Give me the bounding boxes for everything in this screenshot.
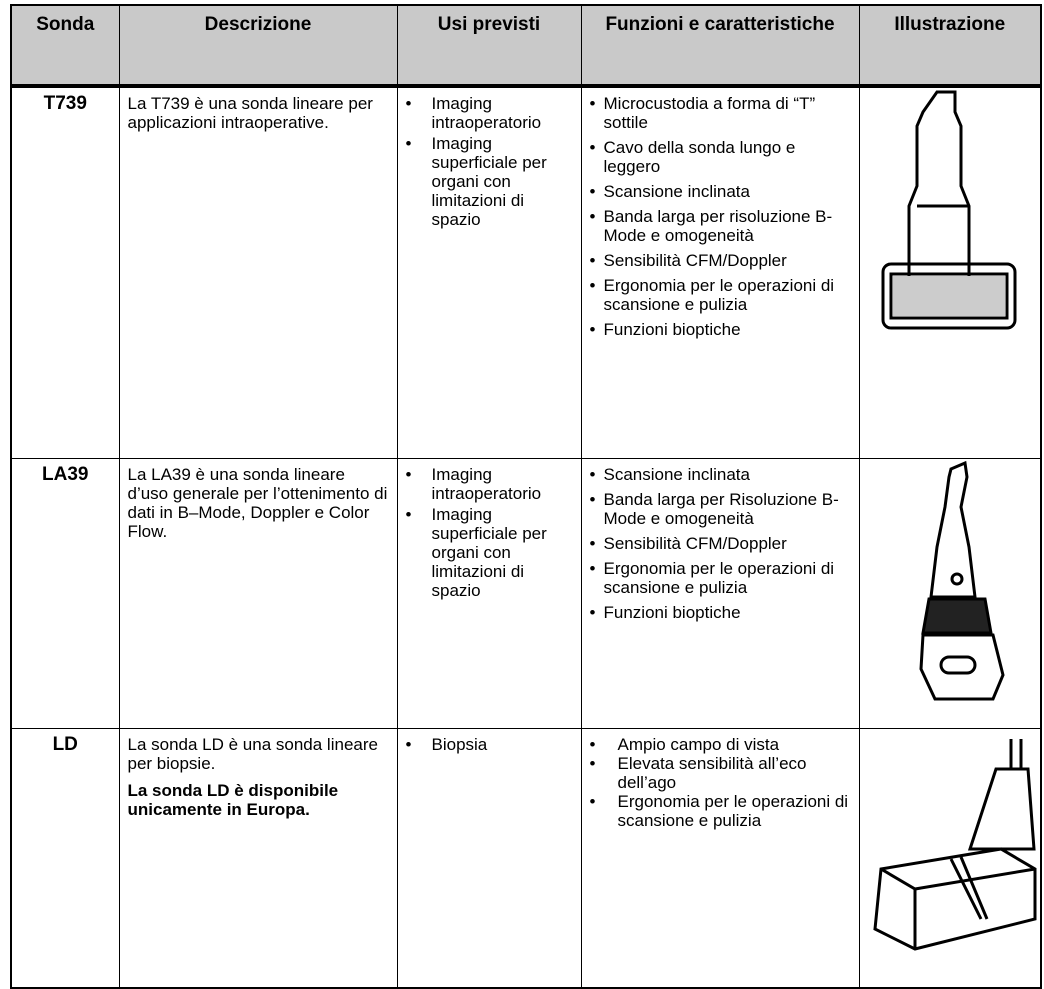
column-header: Sonda	[10, 4, 120, 87]
illustration-cell	[858, 727, 1042, 988]
feature-item: Sensibilità CFM/Doppler	[590, 251, 851, 270]
use-item: Imaging intraoperatorio	[406, 465, 573, 503]
column-header: Funzioni e caratteristiche	[580, 4, 860, 87]
probe-row: T739 La T739 è una sonda lineare per appl…	[10, 85, 1042, 459]
features-list: Ampio campo di vistaElevata sensibilità …	[590, 735, 851, 830]
description-text: La sonda LD è una sonda lineare per biop…	[127, 734, 378, 773]
uses-list: Biopsia	[406, 735, 573, 754]
uses: Imaging intraoperatorioImaging superfici…	[396, 85, 582, 459]
description-text: La T739 è una sonda lineare per applicaz…	[127, 94, 373, 132]
feature-item: Elevata sensibilità all’eco dell’ago	[590, 754, 851, 792]
features: Scansione inclinata Banda larga per Risol…	[580, 457, 860, 729]
uses-list: Imaging intraoperatorioImaging superfici…	[406, 465, 573, 600]
column-header: Illustrazione	[858, 4, 1042, 87]
feature-item: Sensibilità CFM/Doppler	[590, 534, 851, 553]
use-item: Imaging intraoperatorio	[406, 94, 573, 132]
features: Ampio campo di vistaElevata sensibilità …	[580, 727, 860, 988]
probe-row: LD La sonda LD è una sonda lineare per bi…	[10, 727, 1042, 988]
description: La T739 è una sonda lineare per applicaz…	[118, 85, 398, 459]
feature-item: Microcustodia a forma di “T” sottile	[590, 94, 851, 132]
probe-name: T739	[10, 85, 120, 459]
feature-item: Funzioni bioptiche	[590, 603, 851, 622]
probe-table: Sonda Descrizione Usi previsti Funzioni e c…	[10, 4, 1042, 989]
probe-name: LA39	[10, 457, 120, 729]
illustration	[881, 90, 1017, 330]
feature-item: Ergonomia per le operazioni di scansione…	[590, 792, 851, 830]
uses-list: Imaging intraoperatorioImaging superfici…	[406, 94, 573, 229]
description-text: La sonda LD è disponibile unicamente in …	[127, 780, 339, 819]
illustration-cell	[858, 457, 1042, 729]
feature-item: Ergonomia per le operazioni di scansione…	[590, 559, 851, 597]
feature-item: Cavo della sonda lungo e leggero	[590, 138, 851, 176]
probe-row: LA39 La LA39 è una sonda lineare d’uso ge…	[10, 457, 1042, 729]
feature-item: Scansione inclinata	[590, 465, 851, 484]
description: La LA39 è una sonda lineare d’uso genera…	[118, 457, 398, 729]
uses: Biopsia	[396, 727, 582, 988]
feature-item: Banda larga per risoluzione B-Mode e omo…	[590, 207, 851, 245]
illustration-cell	[858, 85, 1042, 459]
illustration	[919, 460, 1005, 700]
description-text: La LA39 è una sonda lineare d’uso genera…	[127, 464, 388, 541]
description: La sonda LD è una sonda lineare per biop…	[118, 727, 398, 988]
features-list: Scansione inclinata Banda larga per Risol…	[590, 465, 851, 622]
feature-item: Scansione inclinata	[590, 182, 851, 201]
header-row: Sonda Descrizione Usi previsti Funzioni e c…	[10, 4, 1042, 87]
column-header: Usi previsti	[396, 4, 582, 87]
uses: Imaging intraoperatorioImaging superfici…	[396, 457, 582, 729]
illustration	[873, 738, 1037, 951]
feature-item: Banda larga per Risoluzione B-Mode e omo…	[590, 490, 851, 528]
feature-item: Funzioni bioptiche	[590, 320, 851, 339]
feature-item: Ampio campo di vista	[590, 735, 851, 754]
use-item: Biopsia	[406, 735, 573, 754]
features: Microcustodia a forma di “T” sottile Cavo…	[580, 85, 860, 459]
probe-name: LD	[10, 727, 120, 988]
feature-item: Ergonomia per le operazioni di scansione…	[590, 276, 851, 314]
features-list: Microcustodia a forma di “T” sottile Cavo…	[590, 94, 851, 339]
column-header: Descrizione	[118, 4, 398, 87]
use-item: Imaging superficiale per organi con limi…	[406, 505, 573, 600]
use-item: Imaging superficiale per organi con limi…	[406, 134, 573, 229]
